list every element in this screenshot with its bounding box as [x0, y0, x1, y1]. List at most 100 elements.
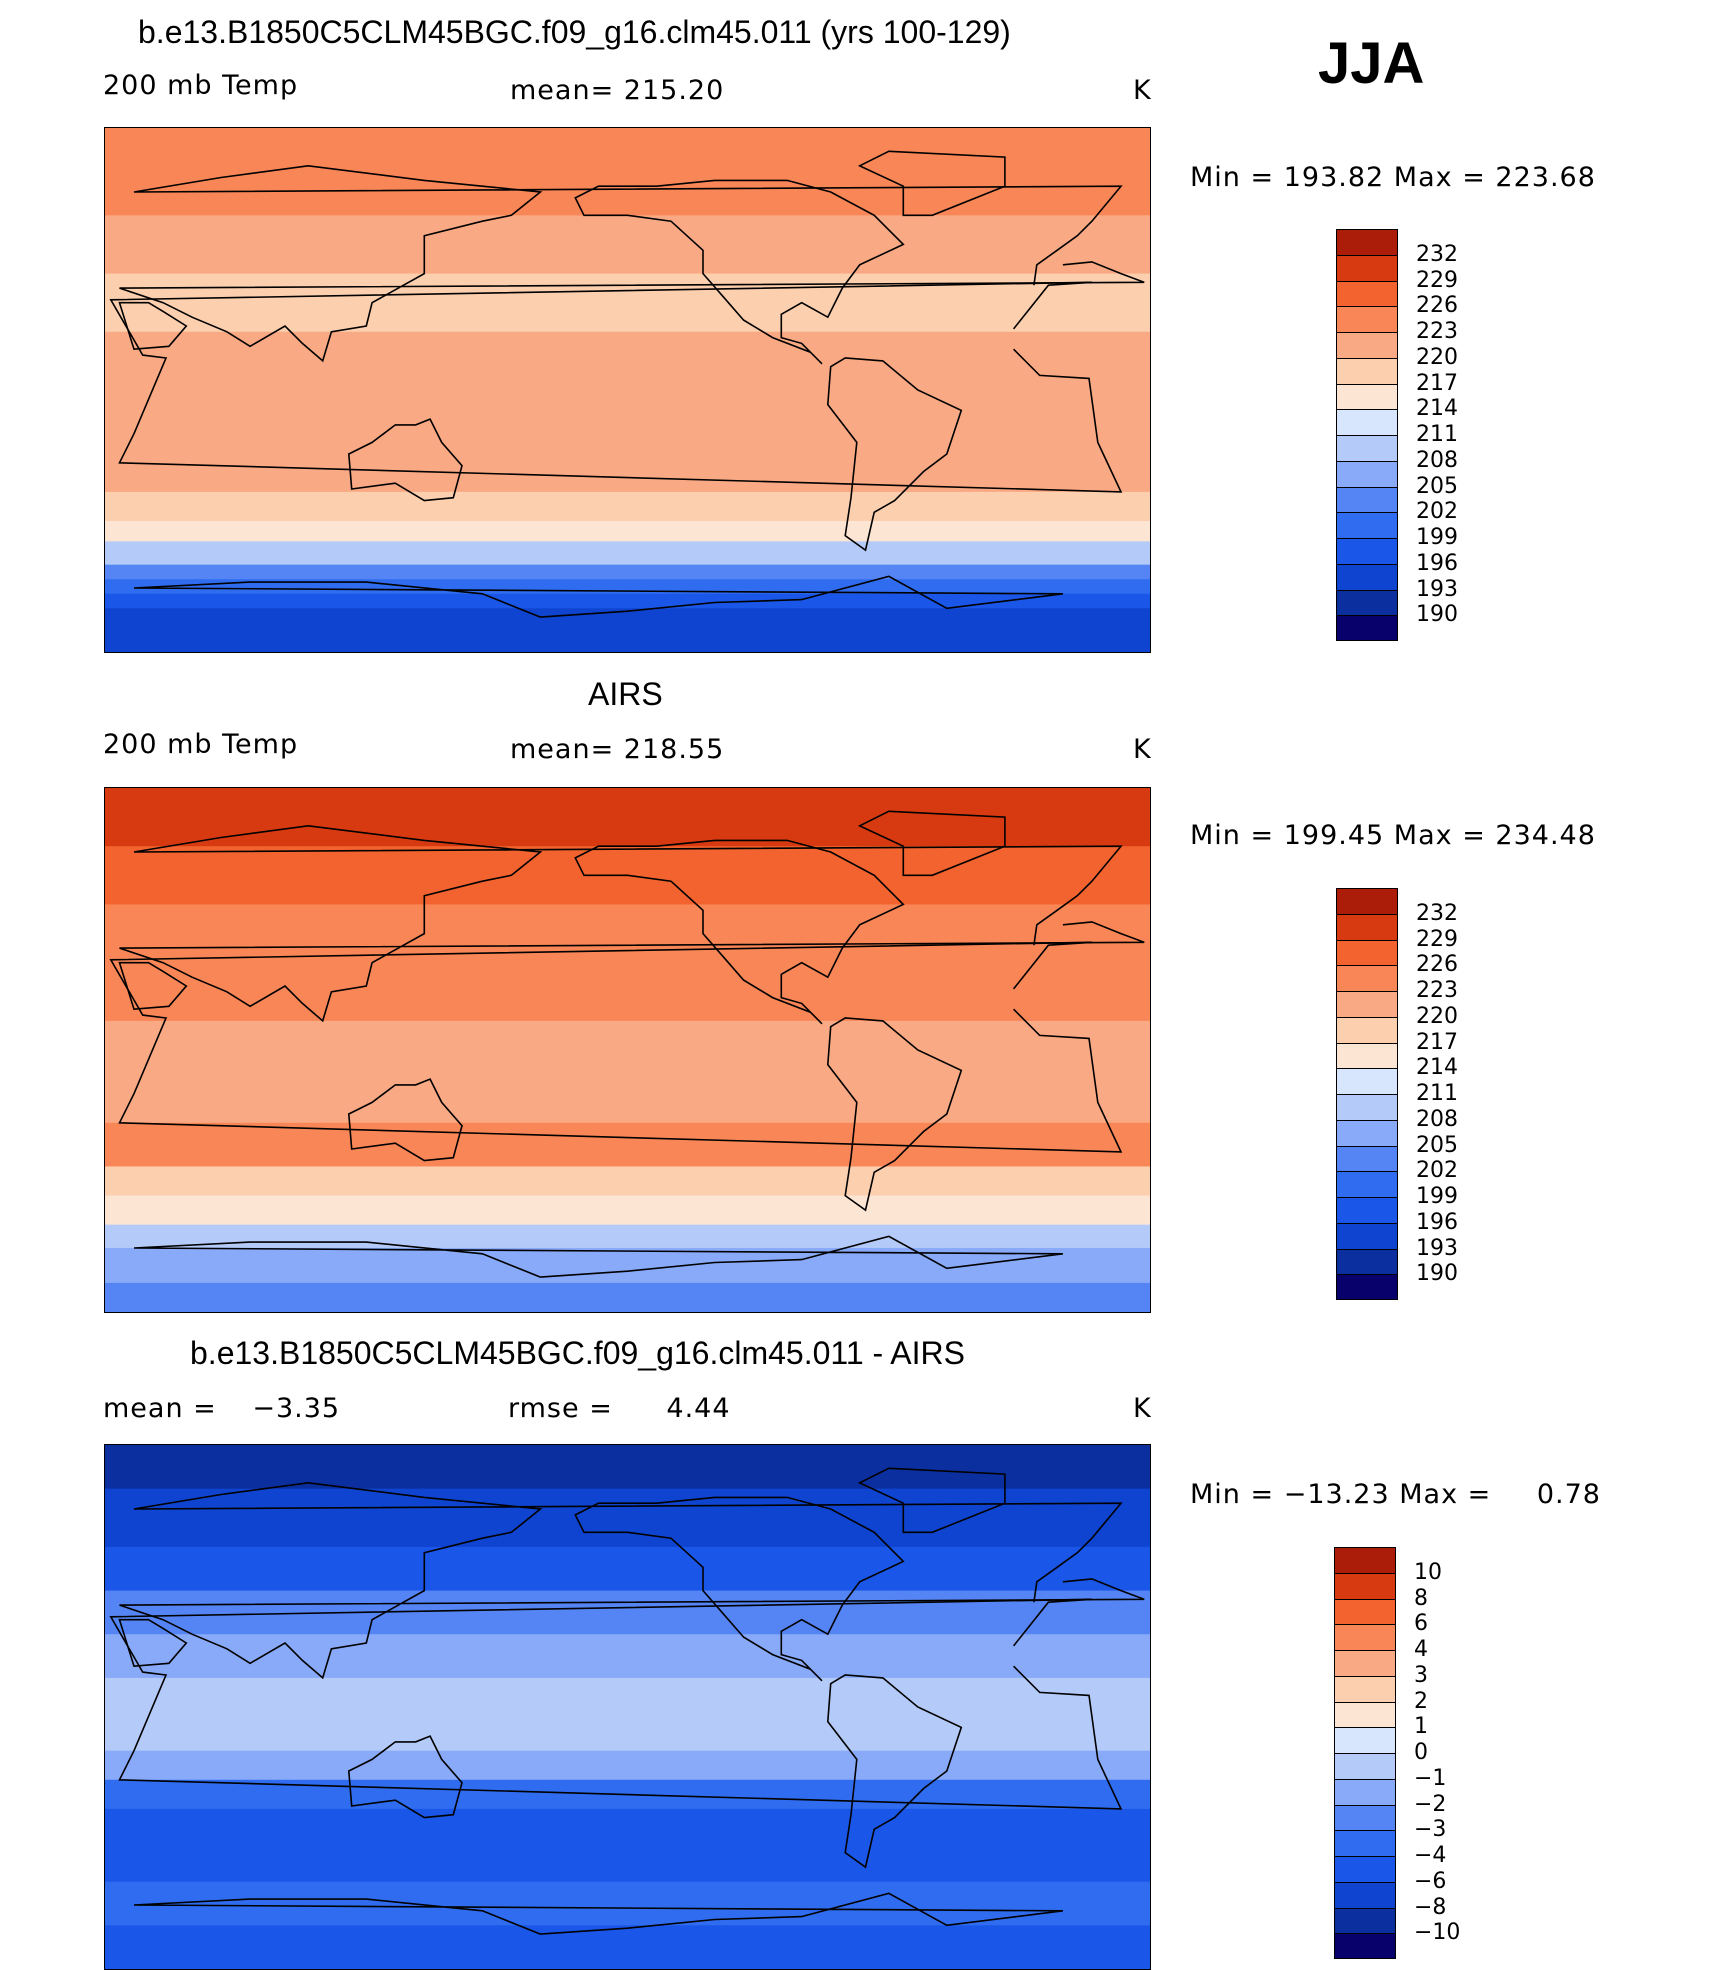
panel1-mean-value: 215.20: [623, 75, 725, 106]
colorbar-tick-label: 10: [1414, 1559, 1442, 1585]
colorbar-segment: [1334, 1830, 1396, 1856]
field-band: [105, 215, 1150, 275]
field-band: [105, 564, 1150, 581]
panel3-min-label: Min: [1190, 1479, 1241, 1510]
colorbar-segment: [1336, 409, 1398, 435]
panel3-minmax: Min = −13.23 Max = 0.78: [1190, 1479, 1601, 1510]
field-band: [105, 1677, 1150, 1708]
panel1-max-label: Max: [1393, 162, 1453, 193]
colorbar-tick-label: −8: [1414, 1894, 1447, 1920]
field-band: [105, 1224, 1150, 1249]
panel2-title: AIRS: [588, 676, 663, 712]
coastline: [347, 1735, 463, 1819]
colorbar-tick-label: 205: [1416, 1132, 1458, 1158]
panel3-colorbar: 10 8 6 4 3 2 1 0 −1 −2 −3 −4 −6 −8 −10: [1334, 1547, 1534, 1959]
colorbar-tick-label: 217: [1416, 370, 1458, 396]
field-band: [105, 593, 1150, 610]
coastline: [119, 164, 1145, 363]
panel2-min-value: 199.45: [1283, 820, 1385, 851]
field-band: [105, 1122, 1150, 1168]
colorbar-segment: [1334, 1572, 1396, 1599]
colorbar-tick-label: 190: [1416, 1261, 1458, 1287]
colorbar-tick-label: 202: [1416, 499, 1458, 525]
field-band: [105, 521, 1150, 543]
colorbar-segment: [1336, 1068, 1398, 1094]
colorbar-segment: [1336, 357, 1398, 384]
coastline: [574, 1496, 905, 1682]
coastline: [133, 575, 1063, 618]
field-band: [105, 608, 1150, 652]
coastline: [826, 1017, 963, 1212]
coastline: [119, 824, 1145, 1023]
panel2-mean-value: 218.55: [623, 734, 725, 765]
colorbar-tick-label: 232: [1416, 241, 1458, 267]
colorbar-tick-label: 226: [1416, 952, 1458, 978]
season-label: JJA: [1318, 31, 1425, 96]
colorbar-segment: [1334, 1881, 1396, 1908]
panel2-max-label: Max: [1393, 820, 1453, 851]
colorbar-segment: [1336, 563, 1398, 590]
colorbar-tick-label: 208: [1416, 447, 1458, 473]
colorbar-segment: [1336, 1016, 1398, 1043]
colorbar-segment: [1336, 1248, 1398, 1275]
field-band: [105, 1546, 1150, 1592]
coastline: [118, 1618, 188, 1668]
panel3-max-value: 0.78: [1536, 1479, 1601, 1510]
coastline: [826, 357, 963, 552]
colorbar-tick-label: 202: [1416, 1158, 1458, 1184]
colorbar-tick-label: 1: [1414, 1714, 1428, 1740]
panel1-title: b.e13.B1850C5CLM45BGC.f09_g16.clm45.011 …: [138, 14, 1011, 50]
coastline: [133, 1892, 1063, 1935]
colorbar-tick-label: 229: [1416, 267, 1458, 293]
colorbar-tick-label: 211: [1416, 422, 1458, 447]
colorbar-segment: [1336, 1171, 1398, 1197]
colorbar-segment: [1334, 1804, 1396, 1831]
colorbar-tick-label: 226: [1416, 293, 1458, 319]
colorbar-tick-label: 232: [1416, 900, 1458, 926]
panel2-min-label: Min: [1190, 820, 1241, 851]
field-band: [105, 1808, 1150, 1854]
colorbar-segment: [1334, 1933, 1396, 1959]
colorbar-tick-label: −4: [1414, 1843, 1447, 1868]
field-band: [105, 1195, 1150, 1226]
field-band: [105, 541, 1150, 566]
colorbar-segment: [1336, 913, 1398, 940]
field-band: [105, 1166, 1150, 1197]
coastline: [347, 418, 463, 502]
field-band: [105, 448, 1150, 493]
panel3-units: K: [1133, 1393, 1152, 1424]
colorbar-tick-label: 193: [1416, 1235, 1458, 1261]
panel1-mean: mean= 215.20: [510, 75, 724, 106]
colorbar-segment: [1336, 254, 1398, 281]
colorbar-tick-label: 229: [1416, 926, 1458, 952]
colorbar-segment: [1334, 1650, 1396, 1676]
colorbar-segment: [1336, 1197, 1398, 1223]
coastline: [857, 810, 1006, 877]
coastline: [857, 150, 1006, 217]
colorbar-tick-label: 214: [1416, 1055, 1458, 1081]
colorbar-segment: [1336, 486, 1398, 513]
colorbar-tick-label: 196: [1416, 550, 1458, 576]
coastline: [133, 1235, 1063, 1278]
coastline: [857, 1467, 1006, 1534]
colorbar-segment: [1336, 460, 1398, 487]
colorbar-tick-label: −3: [1414, 1817, 1447, 1843]
colorbar-segment: [1334, 1675, 1396, 1702]
colorbar-tick-label: 193: [1416, 576, 1458, 602]
colorbar-segment: [1334, 1907, 1396, 1934]
colorbar-segment: [1336, 229, 1398, 255]
colorbar-segment: [1336, 1119, 1398, 1146]
colorbar-tick-label: 214: [1416, 396, 1458, 422]
colorbar-tick-label: 208: [1416, 1106, 1458, 1132]
field-band: [105, 390, 1150, 450]
colorbar-tick-label: 196: [1416, 1209, 1458, 1235]
colorbar-tick-label: 199: [1416, 1184, 1458, 1209]
colorbar-tick-label: 2: [1414, 1688, 1428, 1714]
colorbar-segment: [1334, 1547, 1396, 1573]
colorbar-segment: [1334, 1598, 1396, 1625]
colorbar-segment: [1334, 1778, 1396, 1805]
panel3-mean: mean = −3.35: [103, 1393, 340, 1424]
colorbar-tick-label: −1: [1414, 1765, 1447, 1791]
panel2-mean-label: mean=: [510, 734, 615, 765]
colorbar-tick-label: 8: [1414, 1585, 1428, 1611]
